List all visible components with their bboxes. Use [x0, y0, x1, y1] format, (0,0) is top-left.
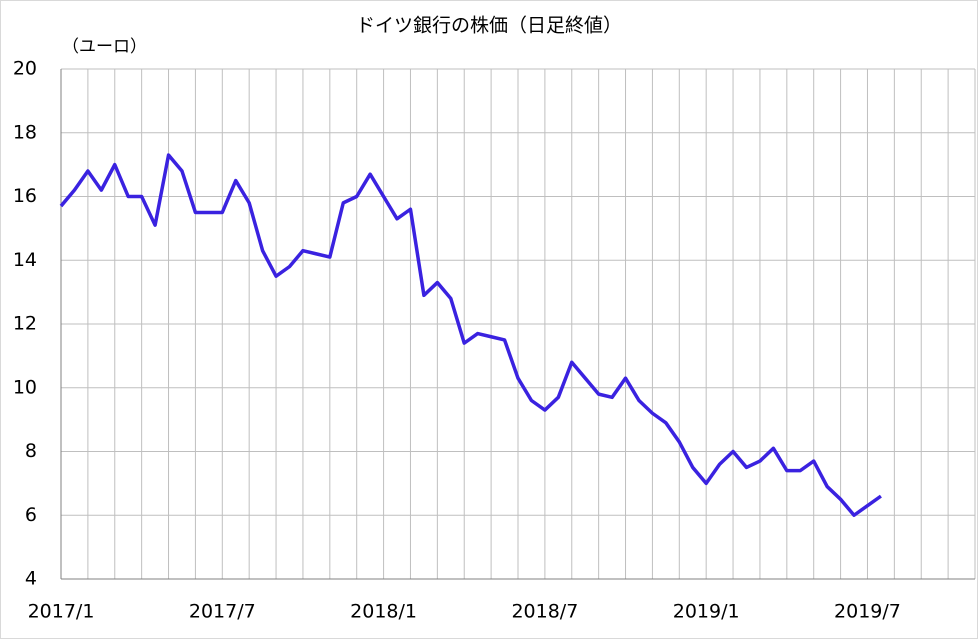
y-tick-label: 8 [25, 440, 37, 462]
chart-title: ドイツ銀行の株価（日足終値） [356, 15, 622, 37]
y-tick-label: 12 [13, 313, 37, 335]
x-tick-label: 2019/7 [834, 601, 901, 623]
y-tick-label: 18 [13, 121, 37, 143]
y-tick-label: 6 [25, 504, 37, 526]
y-tick-label: 20 [13, 58, 37, 80]
y-axis-label: （ユーロ） [62, 37, 147, 57]
x-tick-label: 2017/7 [189, 601, 256, 623]
x-tick-label: 2019/1 [673, 601, 740, 623]
price-line [59, 153, 882, 517]
x-tick-label: 2018/1 [350, 601, 417, 623]
y-tick-label: 4 [25, 568, 37, 590]
x-tick-label: 2017/1 [28, 601, 95, 623]
y-tick-label: 14 [13, 249, 37, 271]
y-tick-label: 10 [13, 376, 37, 398]
x-tick-label: 2018/7 [511, 601, 578, 623]
y-tick-label: 16 [13, 185, 37, 207]
